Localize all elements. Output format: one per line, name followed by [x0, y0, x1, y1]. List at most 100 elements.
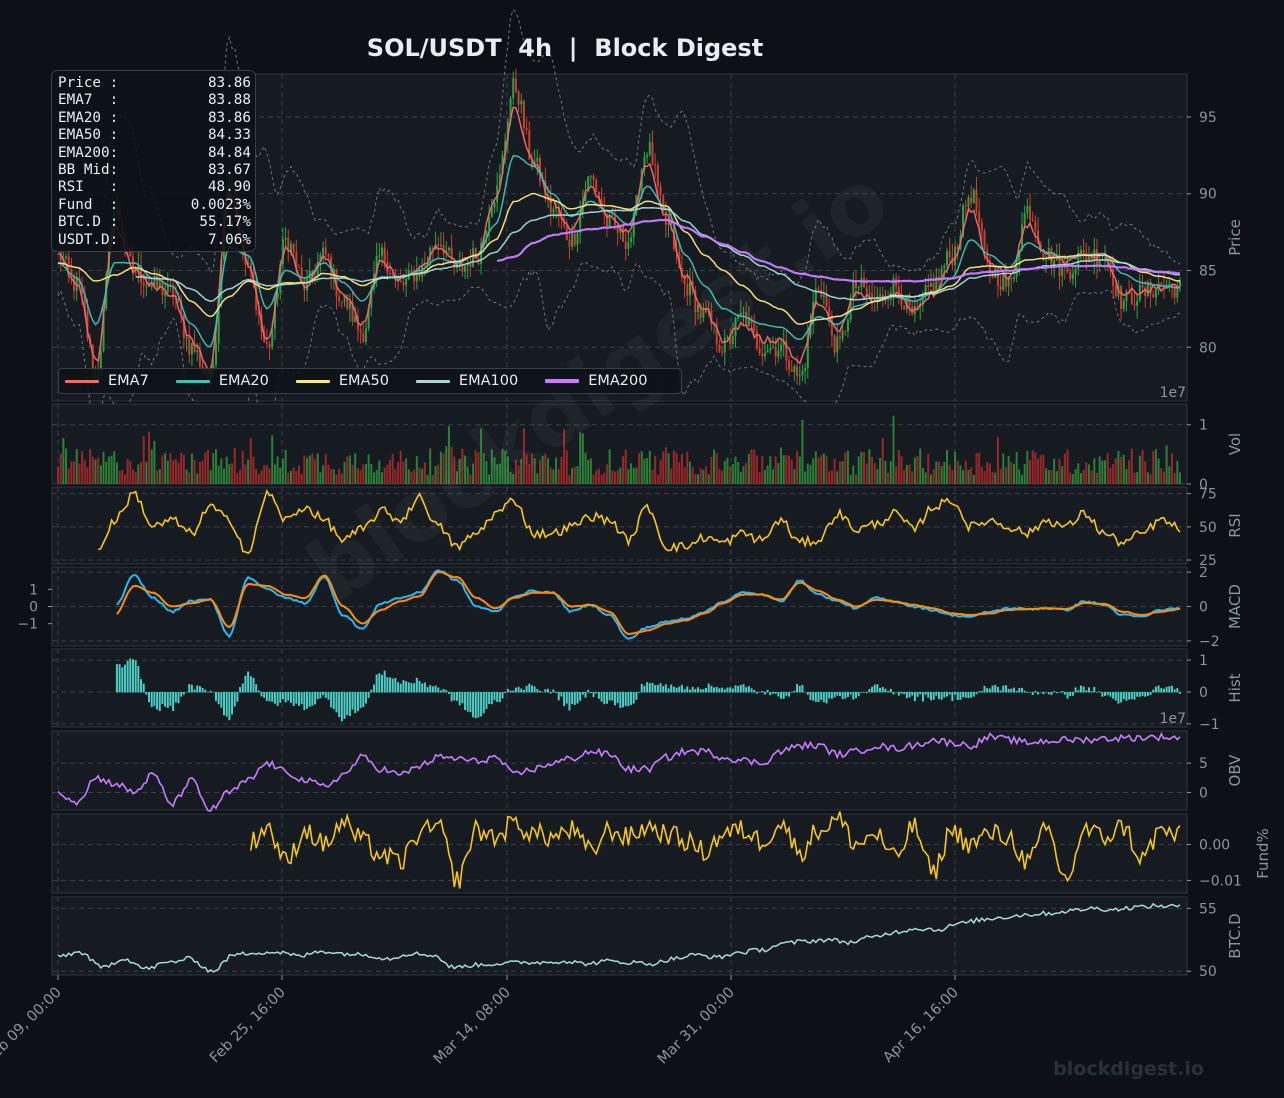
- hist-bar: [750, 688, 753, 693]
- hist-bar: [386, 677, 389, 693]
- hist-bar: [702, 689, 705, 693]
- info-value: 48.90: [207, 179, 251, 196]
- volume-bar: [418, 467, 421, 484]
- hist-bar: [1082, 686, 1085, 693]
- volume-bar: [908, 464, 911, 484]
- volume-bar: [528, 464, 531, 484]
- candle-body: [980, 222, 983, 231]
- volume-bar: [536, 473, 539, 484]
- candle-body: [359, 329, 362, 333]
- hist-bar: [522, 689, 525, 693]
- hist-bar: [421, 683, 424, 693]
- hist-bar: [530, 685, 533, 693]
- hist-bar: [131, 659, 134, 693]
- candle-body: [134, 271, 137, 273]
- volume-bar: [356, 468, 359, 484]
- candle-body: [327, 254, 330, 257]
- legend-swatch: [65, 379, 99, 383]
- hist-bar: [892, 691, 895, 695]
- hist-bar: [539, 690, 542, 693]
- volume-bar: [276, 456, 279, 484]
- candle-body: [905, 297, 908, 310]
- candle-body: [670, 222, 673, 226]
- candle-body: [630, 237, 633, 242]
- candle-body: [292, 244, 295, 253]
- candle-body: [257, 310, 260, 315]
- hist-bar: [260, 691, 263, 697]
- volume-bar: [830, 470, 833, 484]
- volume-bar: [766, 465, 769, 484]
- hist-bar: [1023, 690, 1026, 693]
- candle-body: [822, 295, 825, 297]
- hist-bar: [367, 691, 370, 698]
- hist-bar: [346, 691, 349, 716]
- candle-body: [622, 225, 625, 242]
- hist-bar: [362, 691, 365, 708]
- volume-bar: [1053, 458, 1056, 484]
- candle-body: [718, 344, 721, 352]
- volume-bar: [814, 451, 817, 484]
- legend-item: EMA7: [65, 373, 149, 389]
- volume-bar: [488, 474, 491, 484]
- candle-body: [354, 315, 357, 322]
- hist-bar: [1079, 685, 1082, 693]
- volume-bar: [731, 464, 734, 484]
- volume-bar: [209, 470, 212, 484]
- candle-body: [399, 280, 402, 283]
- hist-bar: [332, 691, 335, 710]
- legend-swatch: [295, 379, 330, 383]
- candle-body: [908, 297, 911, 307]
- hist-bar: [308, 691, 311, 707]
- volume-bar: [1085, 462, 1088, 484]
- volume-bar: [672, 450, 675, 484]
- candle-body: [522, 100, 525, 128]
- volume-bar: [983, 471, 986, 484]
- volume-bar: [1004, 467, 1007, 484]
- candle-body: [188, 337, 191, 355]
- hist-bar: [678, 686, 681, 693]
- volume-bar: [750, 449, 753, 484]
- hist-bar: [573, 691, 576, 705]
- volume-bar: [140, 462, 143, 484]
- volume-bar: [929, 474, 932, 484]
- volume-bar: [281, 458, 284, 484]
- candle-body: [1090, 255, 1093, 261]
- candle-body: [381, 247, 384, 256]
- hist-bar: [991, 685, 994, 693]
- candle-body: [589, 175, 592, 177]
- hist-bar: [466, 691, 469, 712]
- candle-body: [1045, 259, 1048, 261]
- candle-body: [102, 308, 105, 351]
- volume-bar: [635, 467, 638, 484]
- candle-body: [785, 340, 788, 361]
- series-rsi: [97, 488, 1181, 555]
- hist-bar: [450, 691, 453, 702]
- volume-bar: [1136, 472, 1139, 484]
- volume-bar: [367, 454, 370, 484]
- volume-bar: [212, 453, 215, 484]
- volume-bar: [745, 462, 748, 484]
- candle-body: [686, 284, 689, 296]
- hist-bar: [603, 691, 606, 705]
- candle-body: [362, 332, 365, 342]
- hist-bar: [825, 691, 828, 704]
- hist-bar: [490, 691, 493, 705]
- hist-bar: [338, 691, 341, 718]
- volume-bar: [547, 458, 550, 484]
- candle-body: [164, 292, 167, 296]
- volume-bar: [330, 469, 333, 484]
- volume-bar: [608, 449, 611, 484]
- volume-bar: [820, 455, 823, 484]
- hist-bar: [809, 691, 812, 700]
- hist-bar: [1042, 691, 1045, 695]
- volume-bar: [1047, 470, 1050, 484]
- hist-bar: [126, 660, 129, 693]
- hist-bar: [983, 685, 986, 693]
- candle-body: [857, 286, 860, 289]
- candle-body: [731, 336, 734, 344]
- volume-bar: [236, 473, 239, 484]
- volume-bar: [423, 462, 426, 484]
- hist-bar: [1109, 691, 1112, 697]
- candle-body: [1146, 281, 1149, 297]
- hist-bar: [986, 688, 989, 693]
